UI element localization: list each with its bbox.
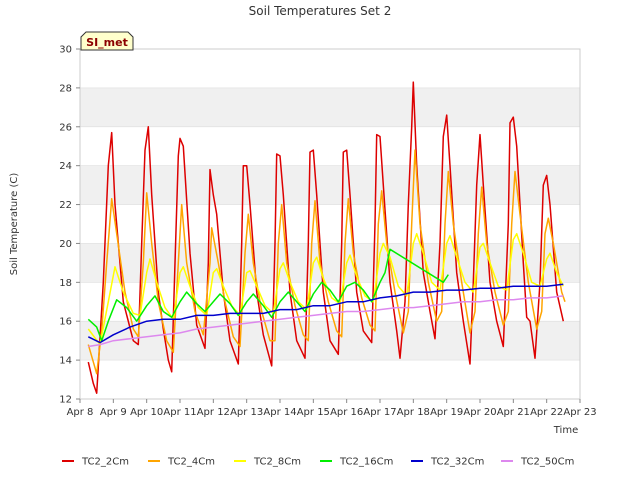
badge-shape bbox=[80, 31, 134, 51]
y-tick-label: 20 bbox=[59, 239, 72, 250]
plot-background bbox=[80, 48, 580, 400]
legend-label: TC2_32Cm bbox=[430, 457, 484, 468]
x-tick-label: Apr 20 bbox=[463, 407, 496, 418]
x-axis-label: Time bbox=[553, 425, 578, 436]
site-badge: SI_met bbox=[80, 31, 134, 51]
legend-label: TC2_50Cm bbox=[520, 457, 574, 468]
y-tick-label: 12 bbox=[59, 395, 72, 406]
x-tick-label: Apr 17 bbox=[363, 407, 396, 418]
legend-item-TC2_8Cm: TC2_8Cm bbox=[234, 457, 301, 468]
y-tick-label: 18 bbox=[59, 278, 72, 289]
legend-item-TC2_50Cm: TC2_50Cm bbox=[501, 457, 574, 468]
series-line-TC2_16Cm bbox=[87, 248, 449, 342]
legend-item-TC2_16Cm: TC2_16Cm bbox=[320, 457, 393, 468]
legend: TC2_2Cm TC2_4Cm TC2_8Cm TC2_16Cm TC2_32Cm TC2… bbox=[62, 457, 574, 468]
legend-label: TC2_4Cm bbox=[167, 457, 215, 468]
x-tick-label: Apr 21 bbox=[497, 407, 530, 418]
y-tick-label: 24 bbox=[59, 161, 72, 172]
grid-band bbox=[80, 87, 580, 127]
series-line-TC2_2Cm bbox=[87, 81, 565, 394]
x-tick-label: Apr 22 bbox=[530, 407, 563, 418]
badge-label: SI_met bbox=[86, 36, 128, 49]
y-tick-label: 14 bbox=[59, 356, 72, 367]
chart-title: Soil Temperatures Set 2 bbox=[249, 4, 392, 18]
x-tick-label: Apr 13 bbox=[230, 407, 263, 418]
legend-label: TC2_2Cm bbox=[81, 457, 129, 468]
y-tick-label: 28 bbox=[59, 83, 72, 94]
grid-band bbox=[80, 165, 580, 205]
series-line-TC2_50Cm bbox=[88, 295, 564, 348]
series-line-TC2_4Cm bbox=[87, 149, 566, 375]
x-tick-label: Apr 8 bbox=[67, 407, 94, 418]
x-tick-label: Apr 14 bbox=[263, 407, 296, 418]
series-layer bbox=[87, 81, 566, 394]
y-tick-label: 30 bbox=[59, 45, 72, 56]
legend-item-TC2_32Cm: TC2_32Cm bbox=[411, 457, 484, 468]
legend-item-TC2_2Cm: TC2_2Cm bbox=[62, 457, 129, 468]
x-tick-label: Apr 11 bbox=[163, 407, 196, 418]
x-tick-label: Apr 23 bbox=[563, 407, 596, 418]
y-tick-label: 16 bbox=[59, 317, 72, 328]
y-tick-label: 22 bbox=[59, 200, 72, 211]
x-tick-label: Apr 12 bbox=[197, 407, 230, 418]
x-tick-label: Apr 16 bbox=[330, 407, 363, 418]
x-tick-label: Apr 19 bbox=[430, 407, 463, 418]
x-tick-label: Apr 10 bbox=[130, 407, 163, 418]
y-tick-label: 26 bbox=[59, 122, 72, 133]
x-tick-label: Apr 9 bbox=[100, 407, 127, 418]
legend-item-TC2_4Cm: TC2_4Cm bbox=[148, 457, 215, 468]
series-line-TC2_32Cm bbox=[87, 283, 564, 344]
plot-frame bbox=[79, 48, 581, 400]
x-tick-label: Apr 18 bbox=[397, 407, 430, 418]
y-axis-label: Soil Temperature (C) bbox=[9, 173, 20, 276]
series-line-TC2_8Cm bbox=[87, 232, 564, 346]
legend-label: TC2_16Cm bbox=[339, 457, 393, 468]
x-tick-label: Apr 15 bbox=[297, 407, 330, 418]
legend-label: TC2_8Cm bbox=[253, 457, 301, 468]
grid-band bbox=[80, 243, 580, 283]
